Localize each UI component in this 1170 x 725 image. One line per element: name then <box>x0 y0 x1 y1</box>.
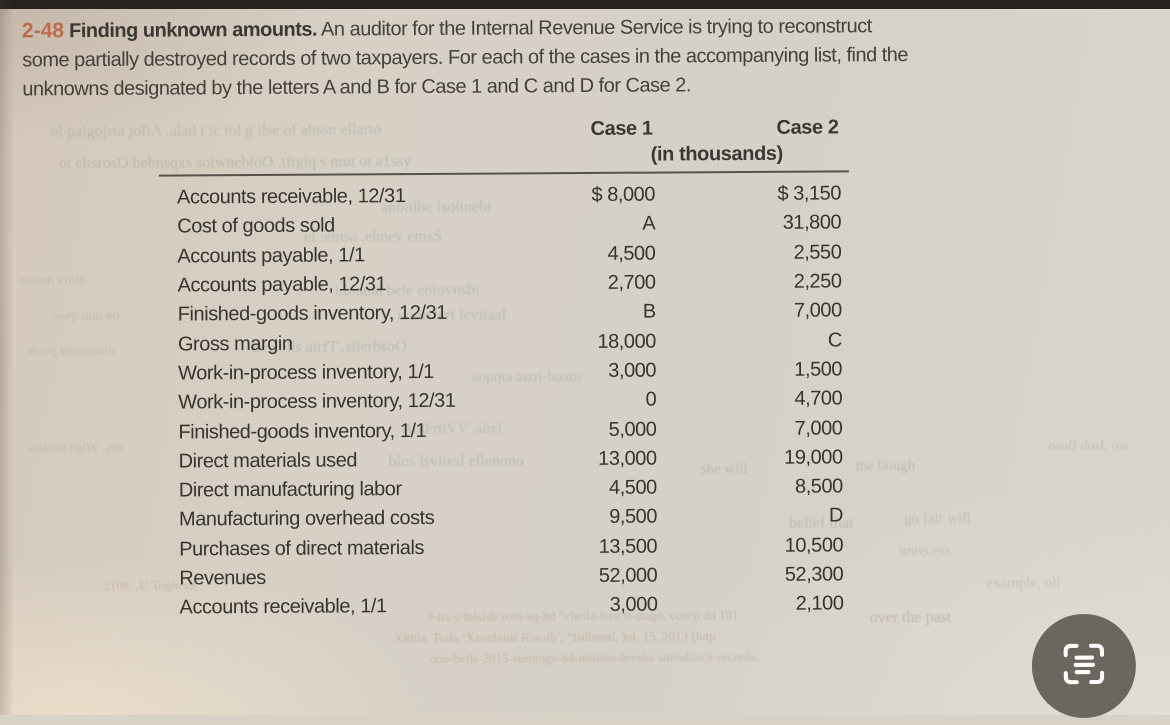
column-header-case-1: Case 1 <box>590 117 653 140</box>
bleed-through-fragment: neey ono eo <box>51 308 120 325</box>
table-row: Direct manufacturing labor 4,500 8,500 <box>161 472 851 506</box>
case2-value: 4,700 <box>794 387 843 410</box>
table-row: Revenues 52,000 52,300 <box>161 560 851 594</box>
problem-number: 2-48 <box>21 19 65 43</box>
case2-value: 8,500 <box>794 475 843 498</box>
row-label: Work-in-process inventory, 12/31 <box>178 390 456 414</box>
problem-statement: 2-48 Finding unknown amounts. An auditor… <box>22 10 1033 104</box>
bleed-through-fragment: example, oll <box>986 575 1061 592</box>
problem-text-line-1: An auditor for the Internal Revenue Serv… <box>320 15 872 41</box>
table-row: Direct materials used 13,000 19,000 <box>161 443 851 477</box>
row-label: Accounts payable, 1/1 <box>177 244 365 268</box>
row-label: Cost of goods sold <box>177 214 335 238</box>
row-label: Work-in-process inventory, 1/1 <box>178 360 435 385</box>
row-label: Direct materials used <box>178 449 358 473</box>
row-label: Accounts receivable, 1/1 <box>179 595 387 619</box>
case-data-table: Case 1 Case 2 (in thousands) Accounts re… <box>158 116 852 623</box>
case2-value: $ 3,150 <box>777 182 842 205</box>
case1-value: 5,000 <box>608 418 657 441</box>
table-row: Accounts receivable, 1/1 3,000 2,100 <box>161 590 851 624</box>
row-label: Gross margin <box>177 332 293 356</box>
table-row: Work-in-process inventory, 1/1 3,000 1,500 <box>160 355 850 389</box>
case2-value: 7,000 <box>793 299 842 323</box>
case1-value: 2,700 <box>607 271 656 294</box>
row-label: Accounts payable, 12/31 <box>177 273 387 297</box>
case1-value: 4,500 <box>607 242 656 265</box>
case1-value: $ 8,000 <box>591 183 656 207</box>
case1-value: B <box>642 300 656 323</box>
bleed-through-fragment: Xititis, Tssls ‘Xnsnlaius Rssoib’, “lsdb… <box>393 628 716 646</box>
bleed-through-fragment: ono-bells-2015-surnings-84-million-bresk… <box>429 648 759 666</box>
table-row: Purchases of direct materials 13,500 10,50… <box>161 531 851 565</box>
row-label: Accounts receivable, 12/31 <box>176 185 406 209</box>
case2-value: 10,500 <box>784 534 844 557</box>
table-row: Accounts payable, 1/1 4,500 2,550 <box>159 238 849 272</box>
case2-value: D <box>828 504 844 527</box>
table-top-rule <box>158 170 849 177</box>
table-row: Accounts receivable, 12/31 $ 8,000 $ 3,150 <box>159 179 849 213</box>
table-row: Finished-goods inventory, 1/1 5,000 7,000 <box>160 414 850 448</box>
row-label: Revenues <box>179 566 266 590</box>
scan-text-icon <box>1055 634 1113 697</box>
scan-text-button[interactable] <box>1031 613 1137 719</box>
case1-value: 13,500 <box>598 535 658 558</box>
row-label: Purchases of direct materials <box>179 536 425 561</box>
table-row: Gross margin 18,000 C <box>160 326 850 360</box>
bleed-through-fragment: over the past <box>869 608 952 627</box>
case1-value: 3,000 <box>609 593 658 617</box>
case2-value: 2,100 <box>795 592 844 616</box>
case1-value: 18,000 <box>597 330 656 353</box>
case1-value: 0 <box>645 388 657 411</box>
table-row: Manufacturing overhead costs 9,500 D <box>161 502 851 536</box>
case2-value: 7,000 <box>794 416 843 440</box>
case1-value: 4,500 <box>608 476 657 499</box>
case1-value: 52,000 <box>598 564 658 587</box>
table-row: Cost of goods sold A 31,800 <box>159 209 849 243</box>
table-row: Work-in-process inventory, 12/31 0 4,700 <box>160 384 850 418</box>
case2-value: 31,800 <box>782 211 842 235</box>
problem-title: Finding unknown amounts. <box>69 18 318 43</box>
case2-value: 2,250 <box>793 270 842 293</box>
case1-value: 3,000 <box>608 359 657 382</box>
table-row: Accounts payable, 12/31 2,700 2,250 <box>159 267 849 301</box>
column-header-case-2: Case 2 <box>776 116 839 139</box>
case1-value: 9,500 <box>609 505 658 529</box>
row-label: Manufacturing overhead costs <box>178 507 435 531</box>
case2-value: 1,500 <box>794 358 843 381</box>
bleed-through-fragment: unrecess <box>899 542 951 560</box>
table-row: Finished-goods inventory, 12/31 B 7,000 <box>160 297 850 331</box>
row-label: Finished-goods inventory, 1/1 <box>178 419 427 444</box>
row-label: Direct manufacturing labor <box>178 478 402 502</box>
row-label: Finished-goods inventory, 12/31 <box>177 302 447 326</box>
problem-text-line-3: unknowns designated by the letters A and… <box>22 74 692 101</box>
bleed-through-fragment: go fair will <box>903 510 971 528</box>
case2-value: 19,000 <box>784 446 843 469</box>
photo-top-edge <box>0 0 1170 9</box>
case1-value: 13,000 <box>598 447 657 470</box>
problem-text-line-2: some partially destroyed records of two … <box>22 44 909 72</box>
bleed-through-fragment: osoff dosL ow <box>1048 438 1129 455</box>
bleed-through-fragment: the bough <box>855 457 916 475</box>
table-body: Accounts receivable, 12/31 $ 8,000 $ 3,150… <box>159 179 852 623</box>
bleed-through-fragment: atooq euouisuin <box>25 342 116 359</box>
units-note: (in thousands) <box>650 142 783 166</box>
case1-value: A <box>642 213 656 236</box>
bleed-through-fragment: oisum vtnio <box>19 273 87 289</box>
bleed-through-fragment: aiskoit riliW .am <box>28 440 123 457</box>
page-left-shadow <box>0 0 14 715</box>
units-note-row: (in thousands) <box>159 142 849 171</box>
case2-value: 52,300 <box>784 563 844 586</box>
case2-value: C <box>827 329 842 352</box>
case2-value: 2,550 <box>793 241 842 264</box>
